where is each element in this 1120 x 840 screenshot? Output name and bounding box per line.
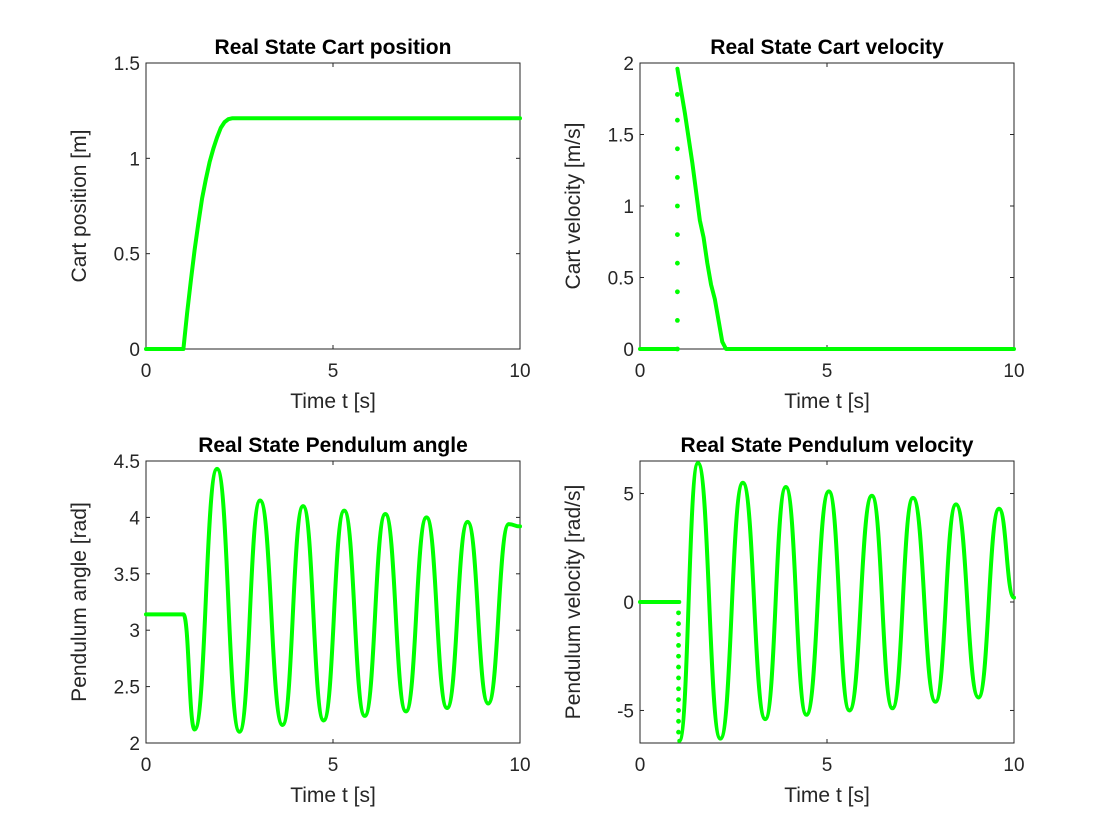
chart-title: Real State Pendulum velocity [681,434,974,457]
y-tick-label: 4.5 [114,452,140,473]
data-point [676,642,681,648]
x-axis-label: Time t [s] [290,784,376,807]
subplot-4: 0 5 10 -5 0 5 Real State Pendulum velocity Time… [562,434,1025,807]
data-point [675,146,680,152]
x-tick-label: 5 [822,361,833,382]
data-point [675,232,680,238]
axes-box [145,62,521,350]
y-tick-label: 0.5 [114,245,140,266]
x-tick-label: 5 [328,755,339,776]
y-tick-label: 1.5 [114,54,140,75]
data-point [675,203,680,209]
x-tick-label: 0 [141,361,152,382]
y-tick-label: 1.5 [608,126,634,147]
data-point [675,289,680,295]
y-tick-label: 3 [129,621,140,642]
y-axis-label: Cart velocity [m/s] [562,123,585,290]
data-point [675,175,680,180]
y-tick-label: 2.5 [114,678,140,699]
data-point [676,664,681,670]
data-point [676,729,681,735]
axes-box [639,460,1015,744]
y-tick-label: 0 [623,340,634,361]
subplot-3: 0 5 10 2 2.5 3 3.5 4 4.5 Real State Pendulum angl… [68,434,531,807]
series-line [677,461,1016,743]
y-axis-label: Pendulum angle [rad] [68,502,91,702]
y-tick-label: 1 [129,149,140,170]
x-axis-label: Time t [s] [784,784,870,807]
y-tick-label: 2 [623,54,634,75]
y-tick-label: 0 [623,593,634,614]
y-tick-label: 0.5 [608,269,634,290]
data-point [676,718,681,724]
y-tick-label: 3.5 [114,565,140,586]
data-point [676,675,681,681]
x-axis-label: Time t [s] [290,390,376,413]
data-point [675,318,680,323]
series-line [144,116,522,351]
y-tick-label: 2 [129,734,140,755]
x-tick-label: 10 [509,361,530,382]
y-tick-label: 4 [129,508,140,529]
data-point [675,346,680,352]
data-point [676,697,681,703]
y-tick-label: 0 [129,340,140,361]
x-tick-label: 10 [509,755,530,776]
data-point [676,632,681,637]
series-line [144,466,522,734]
x-tick-label: 0 [635,361,646,382]
x-tick-label: 5 [328,361,339,382]
x-tick-label: 10 [1003,361,1024,382]
subplot-1: 0 5 10 0 0.5 1 1.5 Real State Cart position Time… [68,36,531,413]
y-axis-label: Cart position [m] [68,130,91,283]
subplot-2: 0 5 10 0 0.5 1 1.5 2 Real State Cart velocity Tim… [562,36,1025,413]
x-tick-label: 5 [822,755,833,776]
data-point [676,653,681,659]
data-point [676,708,681,713]
y-axis-label: Pendulum velocity [rad/s] [562,485,585,720]
y-tick-label: 5 [623,485,634,506]
data-point [675,92,680,97]
data-point [676,610,681,616]
x-axis-label: Time t [s] [784,390,870,413]
x-tick-label: 0 [141,755,152,776]
data-point [675,117,680,123]
x-tick-label: 0 [635,755,646,776]
chart-title: Real State Pendulum angle [198,434,468,457]
chart-title: Real State Cart velocity [710,36,944,59]
y-tick-label: -5 [617,701,634,722]
chart-title: Real State Cart position [215,36,452,59]
y-tick-label: 1 [623,197,634,218]
data-point [675,260,680,266]
data-point [676,621,681,627]
series-line [675,66,1016,351]
data-point [676,686,681,692]
x-tick-label: 10 [1003,755,1024,776]
